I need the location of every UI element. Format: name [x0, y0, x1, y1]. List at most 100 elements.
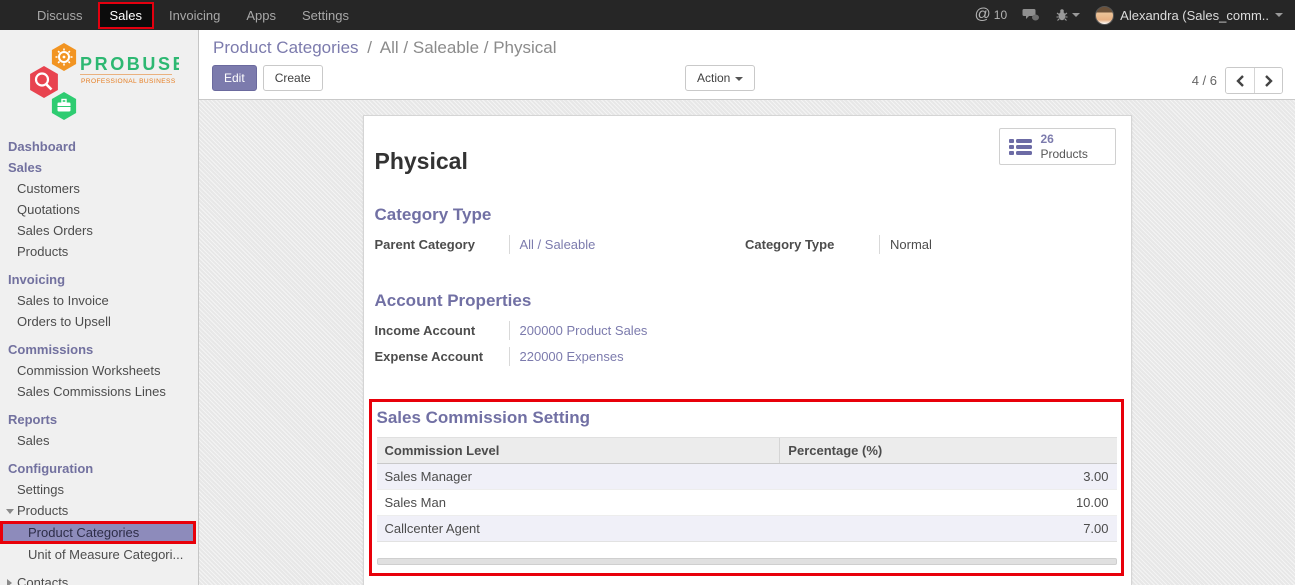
expense-account-row: Expense Account 220000 Expenses [375, 347, 1116, 373]
mention-icon: @ [974, 6, 991, 23]
cell-percentage: 10.00 [779, 489, 1117, 516]
section-heading-sales-commission: Sales Commission Setting [376, 408, 591, 427]
menu-discuss[interactable]: Discuss [37, 7, 83, 23]
topbar: Discuss Sales Invoicing Apps Settings @ … [0, 0, 1295, 30]
column-header-percentage[interactable]: Percentage (%) [779, 437, 1117, 464]
caret-down-icon [735, 76, 744, 81]
table-empty-space [377, 542, 1117, 558]
table-grid-icon [1008, 138, 1032, 155]
field-label: Expense Account [374, 349, 484, 364]
sidebar-item-quotations[interactable]: Quotations [17, 202, 80, 217]
sidebar-item-dashboard[interactable]: Dashboard [8, 139, 76, 154]
company-logo: PROBUSE PROFESSIONAL BUSINESS [19, 40, 185, 130]
caret-down-icon [1072, 13, 1081, 17]
cell-percentage: 7.00 [779, 515, 1117, 542]
form-sheet: 26 Products Physical Category Type Paren… [362, 115, 1132, 585]
cell-commission-level: Callcenter Agent [376, 515, 780, 542]
sidebar-item-commission-worksheets[interactable]: Commission Worksheets [17, 363, 161, 378]
main-area: Product Categories / All / Saleable / Ph… [199, 30, 1295, 585]
field-label: Income Account [374, 323, 476, 338]
horizontal-scrollbar[interactable] [376, 558, 1117, 565]
user-name: Alexandra (Sales_comm.. [1120, 7, 1269, 23]
pager-counter: 4 / 6 [1191, 73, 1217, 88]
page-title: Physical [374, 148, 468, 174]
sidebar-item-products-config[interactable]: Products [0, 500, 198, 521]
sidebar-item-sales-orders[interactable]: Sales Orders [17, 223, 93, 238]
expense-account-value-link[interactable]: 220000 Expenses [519, 349, 624, 364]
section-heading-category-type: Category Type [374, 205, 492, 224]
sidebar-item-customers[interactable]: Customers [17, 181, 80, 196]
sidebar-item-label: Products [17, 503, 69, 518]
table-header-row: Commission Level Percentage (%) [376, 437, 1117, 464]
sidebar-item-sales-commissions-lines[interactable]: Sales Commissions Lines [17, 384, 166, 399]
field-expense-account: Expense Account 220000 Expenses [375, 347, 746, 366]
sidebar-item-orders-to-upsell[interactable]: Orders to Upsell [17, 314, 111, 329]
category-type-value: Normal [890, 237, 932, 252]
sidebar-item-reports-sales[interactable]: Sales [17, 433, 50, 448]
user-menu[interactable]: Alexandra (Sales_comm.. [1095, 5, 1283, 25]
stat-count: 26 [1040, 131, 1054, 146]
commission-table: Commission Level Percentage (%) Sales Ma… [376, 437, 1117, 542]
table-row[interactable]: Sales Manager 3.00 [376, 463, 1117, 490]
sidebar-header-configuration[interactable]: Configuration [8, 461, 94, 476]
chat-icon [1022, 9, 1040, 21]
sidebar-item-contacts[interactable]: Contacts [0, 572, 198, 585]
action-label: Action [697, 71, 731, 85]
create-button[interactable]: Create [262, 65, 323, 92]
menu-settings[interactable]: Settings [302, 7, 349, 23]
chevron-right-icon [1265, 74, 1273, 87]
sidebar-item-settings[interactable]: Settings [17, 482, 64, 497]
section-heading-account-properties: Account Properties [374, 291, 532, 310]
avatar [1095, 5, 1115, 25]
income-account-value-link[interactable]: 200000 Product Sales [519, 323, 648, 338]
cell-commission-level: Sales Man [376, 489, 780, 516]
edit-button[interactable]: Edit [212, 65, 257, 92]
stat-label: Products [1040, 146, 1088, 161]
menu-sales[interactable]: Sales [97, 1, 155, 29]
control-panel-buttons: Edit Create [212, 65, 323, 92]
sidebar-item-product-categories[interactable]: Product Categories [0, 521, 196, 544]
table-row[interactable]: Callcenter Agent 7.00 [376, 515, 1117, 542]
control-panel: Product Categories / All / Saleable / Ph… [199, 30, 1295, 100]
sidebar-header-commissions[interactable]: Commissions [8, 342, 94, 357]
column-header-commission-level[interactable]: Commission Level [376, 437, 780, 464]
sidebar-header-sales[interactable]: Sales [8, 160, 42, 175]
breadcrumb-link-product-categories[interactable]: Product Categories [213, 38, 359, 57]
field-parent-category: Parent Category All / Saleable [375, 235, 746, 254]
topbar-right: @ 10 Alexandra (Sales_comm.. [975, 5, 1295, 25]
mentions-counter[interactable]: @ 10 [975, 7, 1008, 23]
bug-icon [1056, 9, 1068, 21]
logo-title: PROBUSE [80, 54, 179, 74]
sidebar-item-label: Contacts [17, 575, 69, 585]
products-stat-button[interactable]: 26 Products [998, 128, 1116, 165]
sidebar-item-uom-categories[interactable]: Unit of Measure Categori... [28, 547, 184, 562]
pager-previous-button[interactable] [1226, 68, 1254, 93]
topbar-menus: Discuss Sales Invoicing Apps Settings [0, 0, 362, 30]
caret-right-icon [7, 579, 12, 585]
breadcrumb-current: All / Saleable / Physical [379, 38, 557, 57]
cell-percentage: 3.00 [779, 463, 1117, 490]
form-view-background: 26 Products Physical Category Type Paren… [199, 100, 1295, 585]
sidebar-item-sales-to-invoice[interactable]: Sales to Invoice [17, 293, 109, 308]
action-button[interactable]: Action [685, 65, 756, 92]
parent-category-value-link[interactable]: All / Saleable [519, 237, 596, 252]
field-label: Category Type [745, 237, 835, 252]
caret-down-icon [6, 509, 14, 514]
sidebar-header-reports[interactable]: Reports [8, 412, 58, 427]
debug-menu[interactable] [1055, 8, 1081, 22]
mention-count: 10 [993, 8, 1008, 22]
sidebar-item-products[interactable]: Products [17, 244, 69, 259]
menu-apps[interactable]: Apps [246, 7, 276, 23]
messages-button[interactable] [1022, 8, 1040, 22]
breadcrumb-separator: / [367, 38, 372, 57]
field-income-account: Income Account 200000 Product Sales [375, 321, 746, 340]
pager-next-button[interactable] [1254, 68, 1282, 93]
pager: 4 / 6 [1192, 67, 1283, 94]
sidebar-header-invoicing[interactable]: Invoicing [8, 272, 66, 287]
sidebar: PROBUSE PROFESSIONAL BUSINESS Dashboard … [0, 30, 199, 585]
field-label: Parent Category [374, 237, 475, 252]
pager-buttons [1225, 67, 1283, 94]
table-row[interactable]: Sales Man 10.00 [376, 489, 1117, 516]
chevron-left-icon [1235, 74, 1244, 87]
menu-invoicing[interactable]: Invoicing [169, 7, 221, 23]
